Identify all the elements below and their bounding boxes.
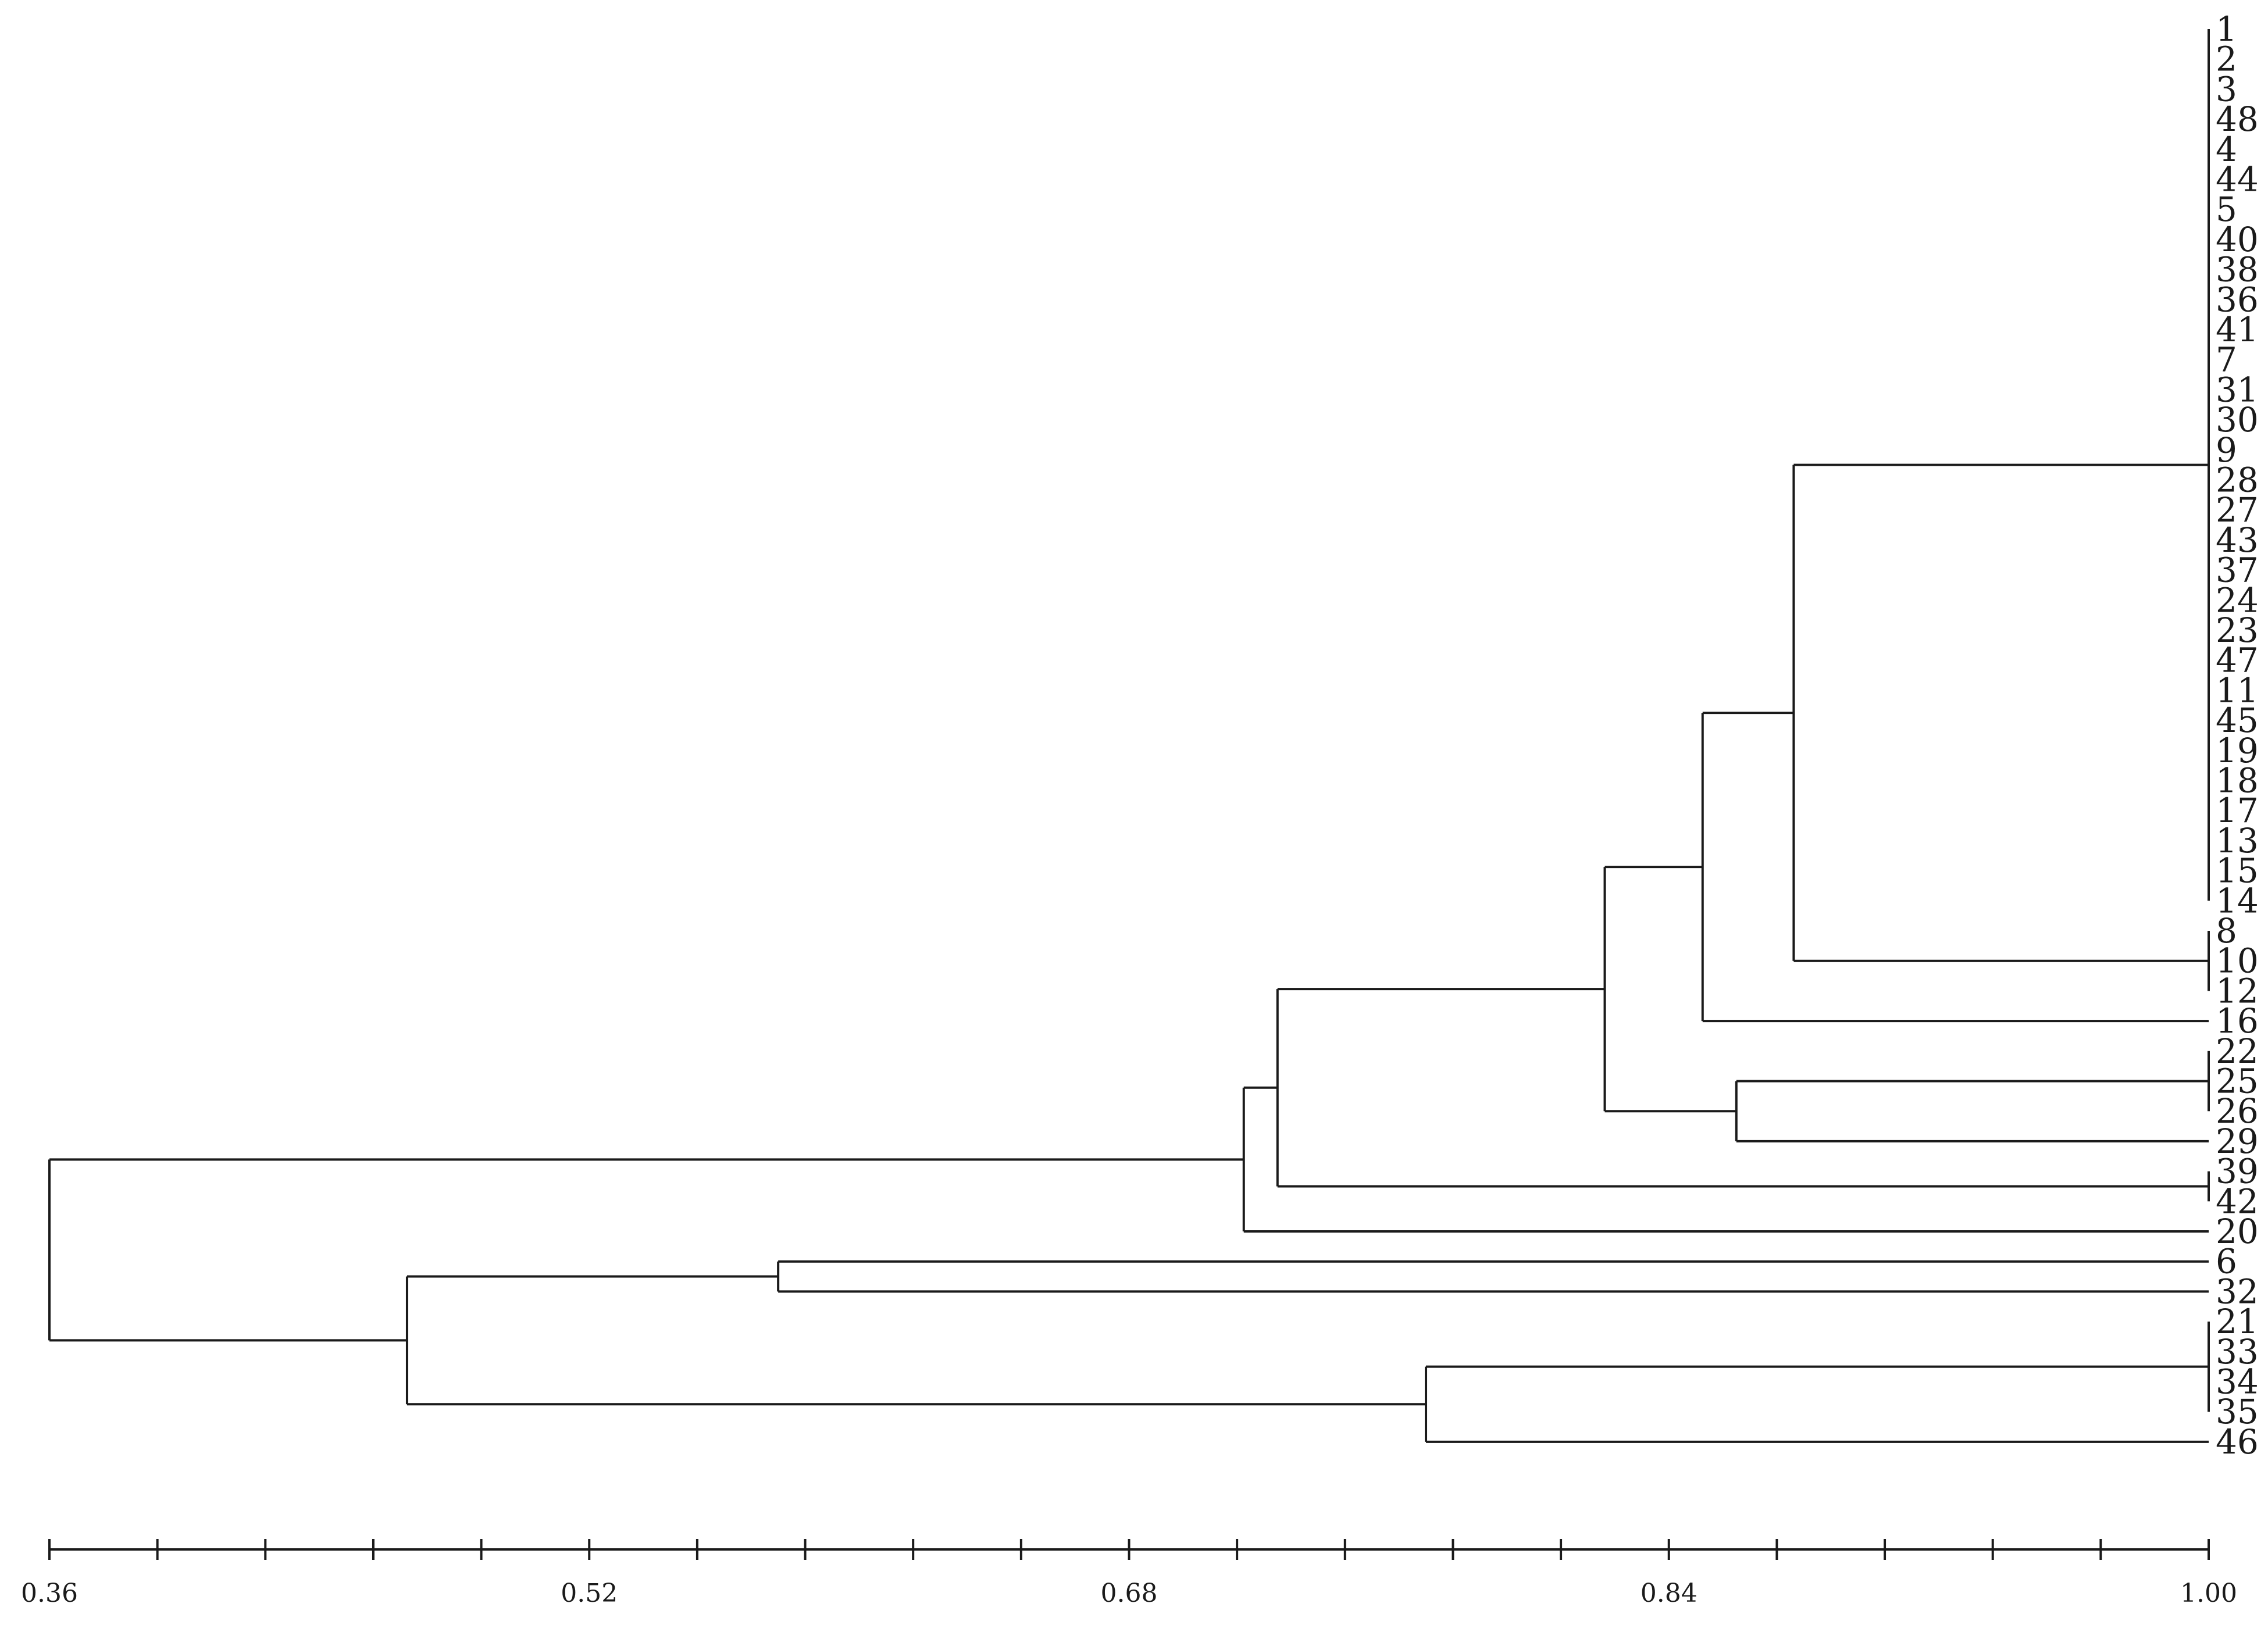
tick-label: 0.52 bbox=[561, 1579, 618, 1608]
leaf-label: 17 bbox=[2216, 791, 2259, 830]
tick-label: 1.00 bbox=[2180, 1579, 2237, 1608]
leaf-label: 22 bbox=[2216, 1031, 2259, 1071]
leaf-label: 8 bbox=[2216, 911, 2237, 951]
leaf-label: 37 bbox=[2216, 551, 2259, 590]
leaf-label: 21 bbox=[2216, 1302, 2259, 1341]
similarity-axis: 0.36 0.52 0.68 0.84 1.00 bbox=[21, 1539, 2237, 1608]
leaf-label: 31 bbox=[2216, 370, 2259, 409]
leaf-label: 26 bbox=[2216, 1091, 2259, 1131]
leaf-label: 25 bbox=[2216, 1062, 2259, 1101]
leaf-label: 42 bbox=[2216, 1181, 2259, 1221]
leaf-label: 44 bbox=[2216, 160, 2259, 199]
leaf-label: 10 bbox=[2216, 941, 2259, 981]
leaf-label: 41 bbox=[2216, 310, 2259, 349]
leaf-label: 13 bbox=[2216, 821, 2259, 860]
leaf-label: 18 bbox=[2216, 761, 2259, 801]
leaf-label: 12 bbox=[2216, 971, 2259, 1010]
tick-label: 0.36 bbox=[21, 1579, 78, 1608]
leaf-label: 43 bbox=[2216, 520, 2259, 560]
leaf-label: 45 bbox=[2216, 701, 2259, 740]
leaf-label: 5 bbox=[2216, 190, 2237, 229]
leaf-label: 16 bbox=[2216, 1001, 2259, 1041]
leaf-label: 46 bbox=[2216, 1422, 2259, 1462]
leaf-label: 6 bbox=[2216, 1242, 2237, 1281]
leaf-label: 1 bbox=[2216, 9, 2237, 49]
leaf-label: 3 bbox=[2216, 69, 2237, 109]
leaf-label: 2 bbox=[2216, 40, 2237, 79]
leaf-label: 40 bbox=[2216, 220, 2259, 259]
leaf-label: 47 bbox=[2216, 641, 2259, 680]
dendrogram-branches bbox=[48, 29, 2210, 1443]
leaf-label: 19 bbox=[2216, 731, 2259, 770]
leaf-label: 36 bbox=[2216, 280, 2259, 319]
leaf-label: 48 bbox=[2216, 99, 2259, 139]
leaf-label: 32 bbox=[2216, 1272, 2259, 1311]
leaf-label: 28 bbox=[2216, 460, 2259, 500]
leaf-label: 7 bbox=[2216, 340, 2237, 380]
leaf-label: 39 bbox=[2216, 1152, 2259, 1191]
leaf-label: 33 bbox=[2216, 1332, 2259, 1372]
leaf-label: 38 bbox=[2216, 250, 2259, 290]
leaf-label: 27 bbox=[2216, 490, 2259, 530]
leaf-label: 35 bbox=[2216, 1392, 2259, 1431]
leaf-label: 23 bbox=[2216, 610, 2259, 650]
leaf-label: 20 bbox=[2216, 1212, 2259, 1251]
leaf-label: 34 bbox=[2216, 1362, 2259, 1402]
tick-label: 0.68 bbox=[1101, 1579, 1158, 1608]
leaf-label: 15 bbox=[2216, 851, 2259, 891]
leaf-label: 24 bbox=[2216, 580, 2259, 620]
leaf-labels: 1234844454038364173130928274337242347114… bbox=[2216, 9, 2259, 1462]
leaf-label: 14 bbox=[2216, 881, 2259, 920]
leaf-label: 30 bbox=[2216, 400, 2259, 440]
leaf-label: 9 bbox=[2216, 430, 2237, 470]
leaf-label: 11 bbox=[2216, 670, 2259, 710]
tick-label: 0.84 bbox=[1641, 1579, 1698, 1608]
leaf-label: 29 bbox=[2216, 1122, 2259, 1161]
leaf-label: 4 bbox=[2216, 130, 2237, 169]
